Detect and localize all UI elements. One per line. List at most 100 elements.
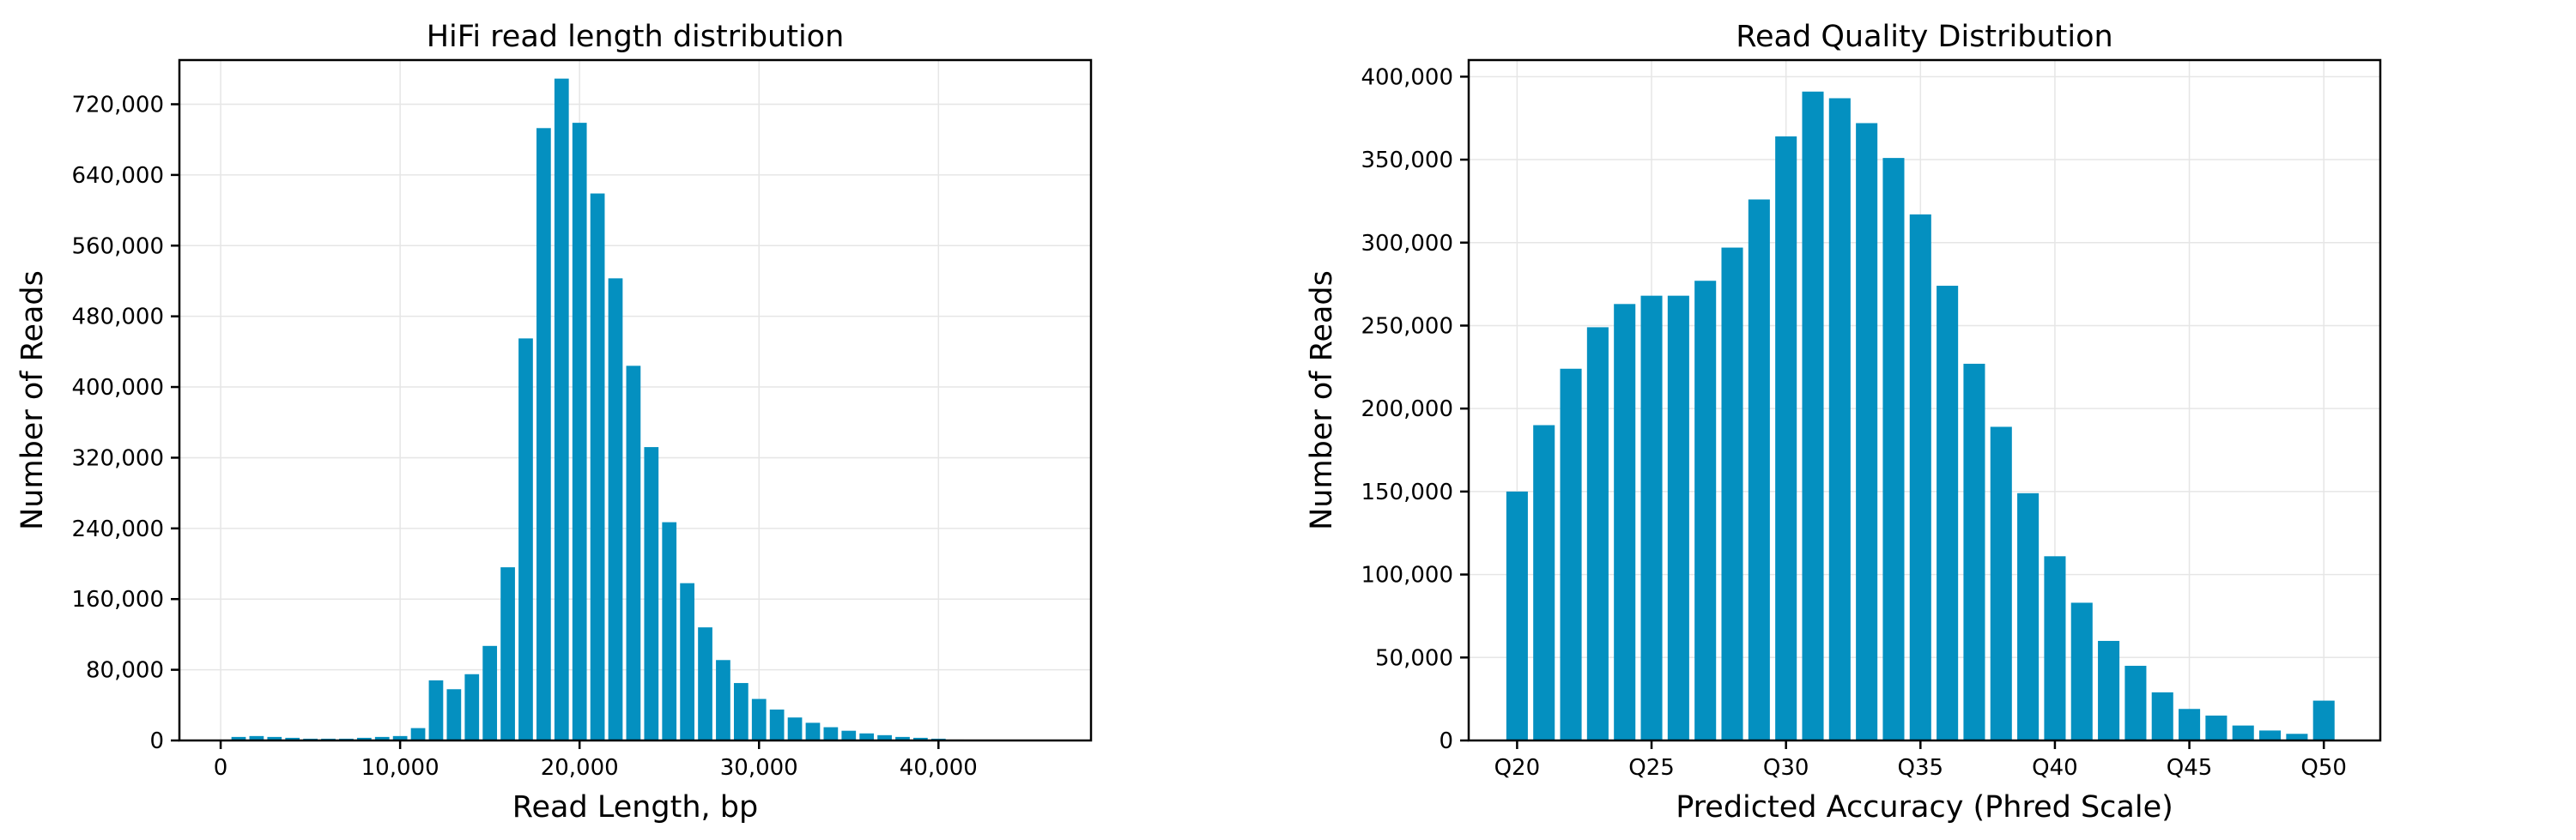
y-tick-label: 250,000 [1361, 313, 1453, 339]
bar [716, 660, 730, 740]
bar [608, 278, 623, 740]
bar [644, 447, 659, 740]
bar [895, 736, 910, 740]
bar [733, 683, 749, 740]
bar [2151, 692, 2173, 740]
bar [1963, 363, 1985, 740]
bar [1802, 91, 1824, 740]
x-tick-label: 10,000 [361, 755, 439, 781]
bar [536, 128, 551, 741]
bar [2044, 556, 2066, 740]
bar [1775, 136, 1797, 741]
bar [285, 737, 300, 740]
bar [482, 645, 498, 740]
y-tick-label: 150,000 [1361, 480, 1453, 505]
bar [1614, 304, 1636, 740]
bar [662, 522, 677, 740]
y-tick-label: 320,000 [71, 445, 164, 471]
bar [2179, 709, 2201, 740]
x-tick-label: 40,000 [900, 755, 978, 781]
bar [2205, 715, 2227, 740]
plot-frame [1467, 58, 2382, 742]
bar [1990, 426, 2012, 740]
y-tick-label: 400,000 [1361, 64, 1453, 90]
x-axis-label: Predicted Accuracy (Phred Scale) [1676, 790, 2173, 825]
bar [1828, 98, 1851, 741]
x-tick-label: Q25 [1628, 755, 1675, 781]
y-tick-label: 0 [1439, 728, 1453, 754]
chart-panel-quality [1460, 58, 2382, 749]
bar [1640, 295, 1663, 740]
y-axis-label: Number of Reads [1305, 270, 1339, 530]
bar [410, 728, 426, 740]
bar [356, 737, 372, 740]
y-tick-label: 720,000 [71, 92, 164, 118]
chart-title: HiFi read length distribution [427, 20, 845, 54]
x-tick-label: 0 [214, 755, 228, 781]
y-tick-label: 80,000 [86, 658, 164, 684]
bar [859, 733, 875, 740]
bar [1667, 295, 1689, 740]
x-tick-label: Q20 [1494, 755, 1541, 781]
y-tick-label: 160,000 [71, 587, 164, 613]
y-tick-label: 300,000 [1361, 231, 1453, 257]
bar [428, 680, 444, 740]
y-tick-label: 200,000 [1361, 396, 1453, 422]
bar [698, 627, 712, 740]
bar [1694, 281, 1717, 740]
bar [2098, 640, 2120, 740]
bar [464, 674, 480, 740]
bar [1937, 286, 1959, 740]
bar [2286, 734, 2308, 740]
bar [626, 366, 641, 740]
bar [2017, 493, 2040, 740]
bar [769, 709, 785, 740]
bar [1586, 327, 1609, 740]
bar [805, 722, 821, 740]
bar [1856, 123, 1878, 740]
bar [231, 736, 246, 740]
bar [554, 78, 569, 741]
x-tick-label: 20,000 [541, 755, 619, 781]
plot-frame [178, 58, 1093, 742]
bar [392, 735, 408, 740]
bar [913, 737, 928, 740]
bar [1721, 247, 1743, 740]
y-tick-label: 480,000 [71, 305, 164, 330]
y-tick-label: 350,000 [1361, 148, 1453, 173]
bar [787, 717, 803, 740]
bar [751, 698, 767, 740]
y-tick-label: 240,000 [71, 517, 164, 542]
bar [1560, 368, 1582, 740]
x-tick-label: Q50 [2300, 755, 2347, 781]
x-tick-label: Q30 [1763, 755, 1809, 781]
bar [1506, 491, 1528, 740]
x-tick-label: Q40 [2032, 755, 2078, 781]
bar [374, 736, 390, 740]
x-tick-label: 30,000 [720, 755, 798, 781]
bar [267, 736, 282, 740]
y-tick-label: 400,000 [71, 375, 164, 401]
bar [249, 735, 264, 740]
bar [590, 193, 605, 741]
bar [500, 567, 515, 740]
bar [2070, 602, 2093, 740]
bar [841, 730, 857, 740]
bar [1882, 158, 1905, 741]
bar [877, 734, 892, 740]
bar [823, 727, 839, 740]
chart-panel-hifi [171, 58, 1093, 749]
bar [2312, 700, 2335, 740]
bar [446, 689, 462, 740]
y-tick-label: 640,000 [71, 163, 164, 189]
bar [1748, 199, 1770, 741]
bar [518, 338, 533, 740]
x-tick-label: Q35 [1898, 755, 1944, 781]
bar [680, 583, 694, 740]
bar [1909, 214, 1931, 740]
y-axis-label: Number of Reads [15, 270, 50, 530]
bar [2259, 730, 2282, 740]
x-tick-label: Q45 [2167, 755, 2213, 781]
y-tick-label: 100,000 [1361, 563, 1453, 589]
y-tick-label: 560,000 [71, 233, 164, 259]
